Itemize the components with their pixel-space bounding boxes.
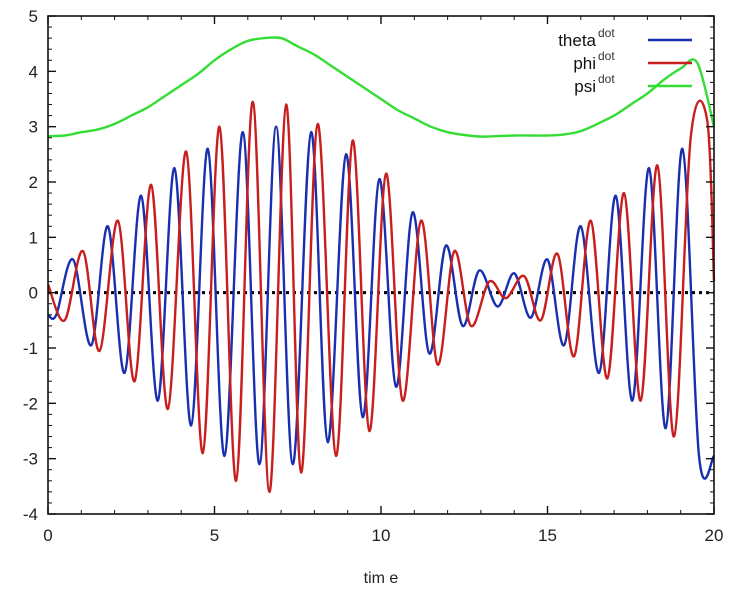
y-tick-label: -2 — [23, 394, 38, 413]
y-tick-label: 4 — [29, 62, 38, 81]
legend-label-superscript: dot — [598, 26, 615, 40]
x-tick-label: 10 — [372, 526, 391, 545]
plot-area — [46, 36, 716, 494]
y-tick-label: -3 — [23, 450, 38, 469]
series-line-phi — [46, 99, 716, 494]
y-tick-label: 0 — [29, 284, 38, 303]
legend-label-superscript: dot — [598, 72, 615, 86]
series-line-theta — [47, 125, 716, 480]
legend-entry-psi: psi dot — [574, 72, 692, 96]
x-tick-label: 5 — [210, 526, 219, 545]
y-tick-label: 1 — [29, 228, 38, 247]
series-line-psi — [47, 36, 716, 138]
x-tick-label: 15 — [538, 526, 557, 545]
axes: 0 5 10 15 20 -4 -3 -2 -1 0 1 2 3 4 5 — [23, 7, 724, 545]
y-tick-label: -1 — [23, 339, 38, 358]
legend-label: phi — [573, 54, 596, 73]
y-tick-label: 2 — [29, 173, 38, 192]
y-tick-label: 3 — [29, 118, 38, 137]
x-tick-label: 0 — [43, 526, 52, 545]
legend-entry-phi: phi dot — [573, 49, 692, 73]
y-tick-label: 5 — [29, 7, 38, 26]
legend-label-superscript: dot — [598, 49, 615, 63]
legend-label: psi — [574, 77, 596, 96]
y-tick-label: -4 — [23, 505, 38, 524]
legend-entry-theta: theta dot — [558, 26, 692, 50]
x-axis-label: tim e — [364, 570, 399, 587]
x-tick-label: 20 — [705, 526, 724, 545]
legend-label: theta — [558, 31, 596, 50]
